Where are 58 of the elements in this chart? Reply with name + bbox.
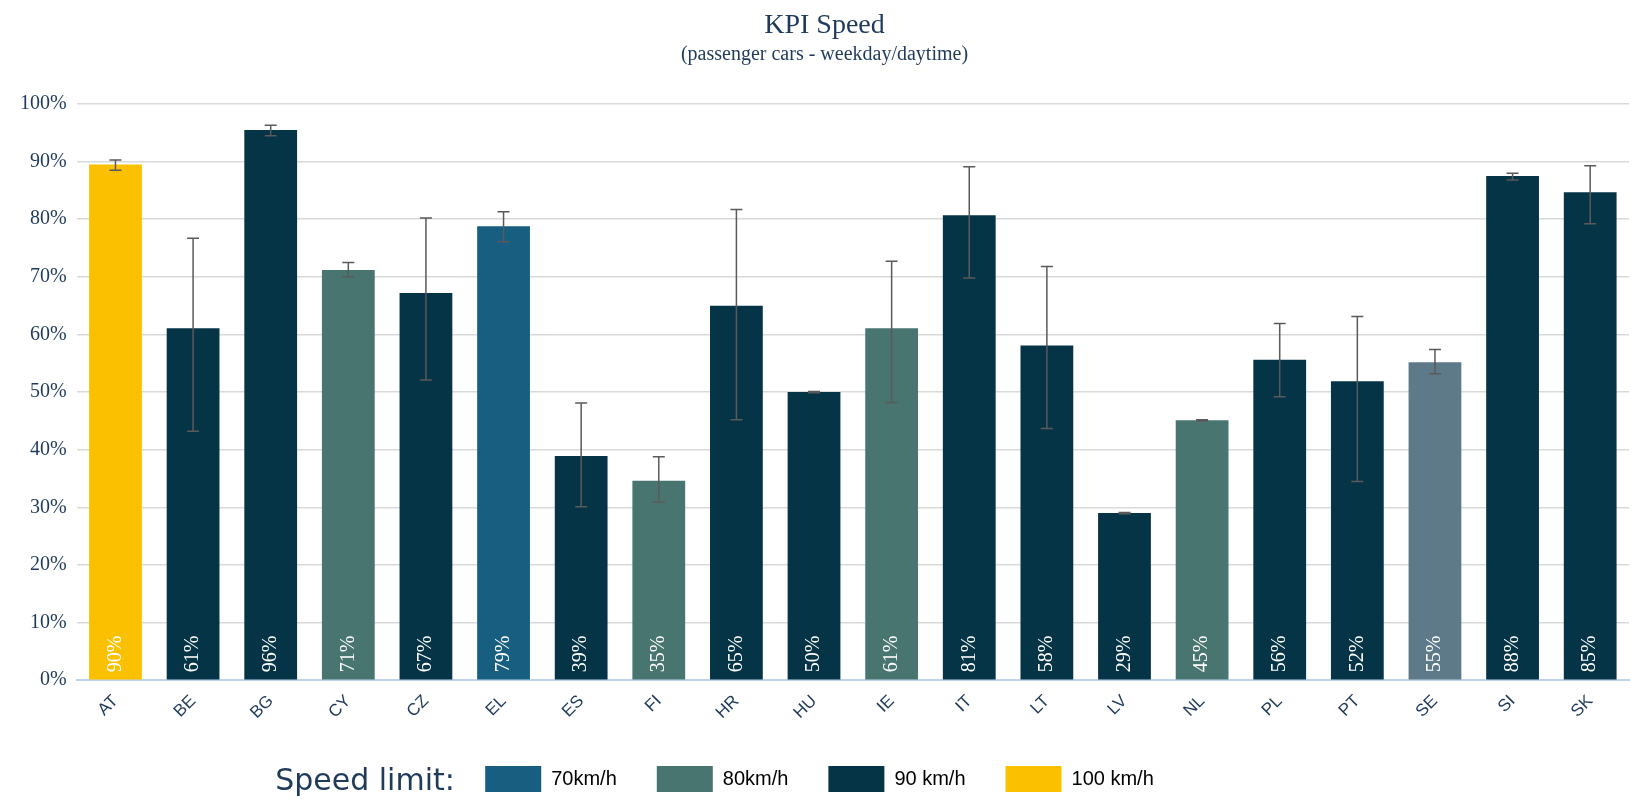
y-tick-label: 70% xyxy=(29,264,67,287)
data-label: 61% xyxy=(180,635,203,673)
x-tick-label: SI xyxy=(1493,691,1519,716)
data-label: 90% xyxy=(102,635,125,673)
y-tick-label: 50% xyxy=(29,379,67,402)
x-tick-label: IE xyxy=(872,691,898,716)
x-tick-label: HR xyxy=(711,691,743,722)
data-label: 52% xyxy=(1344,635,1367,673)
y-tick-label: 100% xyxy=(19,91,67,114)
data-label: 81% xyxy=(956,635,979,673)
x-tick-label: NL xyxy=(1179,691,1209,720)
data-label: 88% xyxy=(1499,635,1522,673)
y-tick-label: 40% xyxy=(29,436,67,459)
y-tick-label: 90% xyxy=(29,148,67,171)
x-tick-label: SK xyxy=(1566,690,1597,721)
data-label: 85% xyxy=(1577,635,1600,673)
legend-title: Speed limit: xyxy=(275,761,455,797)
y-tick-label: 10% xyxy=(29,609,67,632)
x-tick-label: LV xyxy=(1103,690,1132,719)
data-label: 58% xyxy=(1034,635,1057,673)
x-tick-label: EL xyxy=(481,691,510,720)
x-tick-label: AT xyxy=(93,691,122,720)
x-tick-label: FI xyxy=(640,691,665,716)
data-label: 61% xyxy=(878,635,901,673)
data-label: 39% xyxy=(568,635,591,673)
data-label: 29% xyxy=(1111,635,1134,673)
data-label: 79% xyxy=(490,635,513,673)
data-label: 56% xyxy=(1266,635,1289,673)
x-tick-label: IT xyxy=(951,691,976,716)
data-label: 45% xyxy=(1189,635,1212,673)
chart-subtitle: (passenger cars - weekday/daytime) xyxy=(679,42,970,65)
y-tick-label: 30% xyxy=(29,494,67,517)
x-tick-label: SE xyxy=(1411,691,1442,721)
x-tick-label: BE xyxy=(169,691,200,721)
data-label: 35% xyxy=(646,635,669,673)
x-tick-label: PL xyxy=(1257,691,1286,720)
x-tick-label: CY xyxy=(324,691,355,722)
data-label: 55% xyxy=(1422,635,1445,673)
x-tick-label: HU xyxy=(789,691,821,722)
y-tick-label: 60% xyxy=(29,321,67,344)
legend-label: 70km/h xyxy=(551,766,617,789)
y-tick-label: 80% xyxy=(29,206,67,229)
x-tick-label: LT xyxy=(1026,691,1054,718)
chart-title: KPI Speed xyxy=(763,8,886,40)
x-tick-label: ES xyxy=(557,691,588,721)
data-label: 67% xyxy=(413,635,436,673)
y-tick-label: 20% xyxy=(29,552,67,575)
data-label: 50% xyxy=(801,635,824,673)
y-tick-label: 0% xyxy=(39,667,67,690)
legend-label: 90 km/h xyxy=(894,766,966,789)
data-label: 65% xyxy=(723,635,746,673)
x-tick-label: PT xyxy=(1334,691,1364,720)
data-label: 96% xyxy=(257,635,280,673)
data-label: 71% xyxy=(335,635,358,673)
x-tick-label: BG xyxy=(246,691,277,722)
legend-label: 80km/h xyxy=(722,766,789,789)
legend-label: 100 km/h xyxy=(1071,766,1154,789)
x-tick-label: CZ xyxy=(402,691,433,721)
